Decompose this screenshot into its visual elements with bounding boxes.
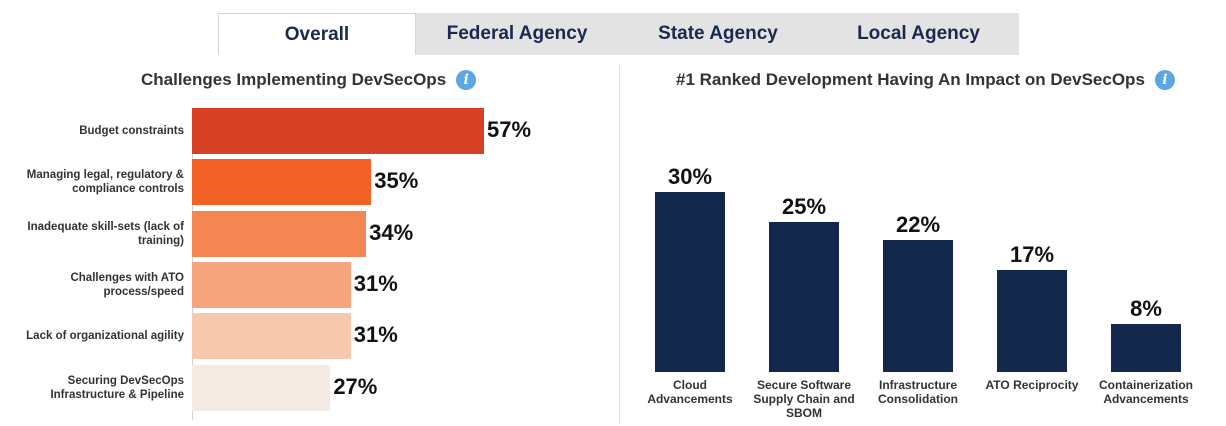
category-label: Cloud Advancements [647,378,733,406]
tab-federal-agency[interactable]: Federal Agency [446,23,588,44]
category-label: Budget constraints [6,108,184,154]
data-label: 22% [895,212,941,237]
right-chart-title-row: #1 Ranked Development Having An Impact o… [676,70,1175,90]
category-label: Secure Software Supply Chain and SBOM [753,378,855,420]
data-label: 34% [369,219,414,245]
category-label-text: Securing DevSecOps Infrastructure & Pipe… [50,374,184,401]
category-label-text: Lack of organizational agility [26,330,184,343]
bar [192,261,351,308]
tab-local-agency[interactable]: Local Agency [857,23,980,44]
category-label: ATO Reciprocity [985,378,1079,392]
data-label: 25% [781,194,827,219]
info-icon[interactable]: i [456,70,477,90]
bar [1111,324,1181,372]
data-label: 8% [1130,296,1162,321]
left-chart-title-row: Challenges Implementing DevSecOps i [141,70,477,90]
data-label: 31% [353,322,398,348]
category-label: Infrastructure Consolidation [878,378,958,406]
data-label: 17% [1009,242,1055,267]
category-label: Challenges with ATO process/speed [6,262,184,308]
data-label: 27% [333,373,378,399]
data-label: 30% [667,164,713,189]
category-label-text: Managing legal, regulatory & compliance … [26,169,184,196]
category-label: Securing DevSecOps Infrastructure & Pipe… [6,365,184,411]
category-label: Lack of organizational agility [6,313,184,359]
category-label: Managing legal, regulatory & compliance … [6,159,184,205]
bar [192,364,331,411]
agency-tabs: Overall Federal Agency State Agency Loca… [218,13,1019,55]
right-chart-title: #1 Ranked Development Having An Impact o… [676,70,1145,89]
left-chart-title: Challenges Implementing DevSecOps [141,70,447,89]
panel-divider [619,66,620,424]
data-label: 31% [353,270,398,296]
bar [769,222,839,372]
category-label-text: Inadequate skill-sets (lack of training) [27,220,184,247]
bar [997,270,1067,372]
category-label-text: Budget constraints [79,125,184,137]
category-label: Containerization Advancements [1098,378,1193,406]
info-icon[interactable]: i [1154,70,1175,90]
data-label: 57% [487,117,532,142]
tab-overall[interactable]: Overall [218,13,416,55]
bar [192,313,351,360]
bar [192,159,372,206]
category-label: Inadequate skill-sets (lack of training) [6,211,184,257]
bar [655,192,725,372]
tab-state-agency[interactable]: State Agency [658,23,778,44]
category-label-text: Challenges with ATO process/speed [70,271,184,298]
bar [883,240,953,372]
bar [192,108,484,154]
data-label: 35% [374,168,419,194]
bar [192,210,367,257]
